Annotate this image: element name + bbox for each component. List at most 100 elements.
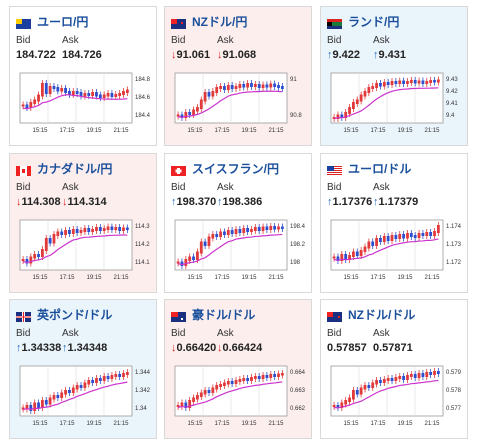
candle xyxy=(44,238,48,251)
card-header[interactable]: ユーロ/ドル xyxy=(327,160,411,176)
y-tick-label: 0.663 xyxy=(290,388,306,394)
candle xyxy=(25,405,29,410)
candle xyxy=(180,402,184,407)
candle xyxy=(110,226,114,230)
candle xyxy=(433,231,436,236)
candle xyxy=(371,241,375,246)
candle xyxy=(188,112,192,115)
price-chart: 0.664 0.663 0.662 15:15 17:15 19:15 21:15 xyxy=(174,365,306,427)
candle xyxy=(79,230,83,233)
currency-pair-link[interactable]: NZドル/ドル xyxy=(348,307,416,322)
ask-label: Ask xyxy=(62,182,79,193)
moving-average-line xyxy=(177,90,283,118)
candle xyxy=(390,81,394,85)
candle xyxy=(355,99,359,104)
candle xyxy=(253,84,257,87)
bid-direction-arrow: ↓ xyxy=(171,49,177,61)
candle xyxy=(71,229,75,234)
candle xyxy=(203,390,207,395)
card-header[interactable]: NZドル/円 xyxy=(171,13,247,29)
card-header[interactable]: ランド/円 xyxy=(327,13,399,29)
currency-pair-link[interactable]: ユーロ/円 xyxy=(37,14,89,29)
candle xyxy=(390,235,394,241)
currency-pair-link[interactable]: 英ポンド/ドル xyxy=(37,307,113,322)
currency-pair-link[interactable]: ランド/円 xyxy=(348,14,400,29)
currency-pair-link[interactable]: スイスフラン/円 xyxy=(192,161,279,176)
moving-average-line xyxy=(22,94,128,110)
x-tick-label: 21:15 xyxy=(424,275,440,281)
candle xyxy=(68,91,71,95)
candle xyxy=(265,375,269,378)
x-tick-label: 17:15 xyxy=(214,421,230,427)
candle xyxy=(348,107,351,114)
candle xyxy=(242,228,246,233)
candle xyxy=(269,374,273,378)
rate-card[interactable]: ユーロ/ドル Bid Ask ↑1.17376 ↑1.17379 1.174 1.173 1.… xyxy=(320,153,468,293)
y-tick-label: 0.579 xyxy=(446,370,462,376)
candle xyxy=(64,390,67,395)
bid-price: 9.422 xyxy=(332,49,361,61)
candle xyxy=(352,390,355,400)
candle xyxy=(83,382,87,388)
candle xyxy=(196,107,199,112)
candle xyxy=(37,402,40,408)
card-header[interactable]: ユーロ/円 xyxy=(16,13,88,29)
candle xyxy=(413,235,417,238)
price-chart: 0.579 0.578 0.577 15:15 17:15 19:15 21:15 xyxy=(330,365,462,427)
x-tick-label: 15:15 xyxy=(187,128,203,134)
currency-pair-link[interactable]: ユーロ/ドル xyxy=(348,161,412,176)
candle xyxy=(21,104,25,107)
candle xyxy=(199,392,203,397)
candle xyxy=(433,371,436,375)
candle xyxy=(348,255,351,260)
rate-card[interactable]: 英ポンド/ドル Bid Ask ↑1.34338 ↑1.34348 1.344 1.342 1… xyxy=(9,299,157,439)
bid-label: Bid xyxy=(16,35,31,46)
candle xyxy=(215,385,219,390)
card-header[interactable]: スイスフラン/円 xyxy=(171,160,279,176)
card-header[interactable]: 英ポンド/ドル xyxy=(16,306,112,322)
rate-card[interactable]: カナダドル/円 Bid Ask ↓114.308 ↓114.314 114.3 114.2 1… xyxy=(9,153,157,293)
rate-card[interactable]: NZドル/円 Bid Ask ↓91.061 ↓91.068 91 90.8 15:15 17:… xyxy=(164,6,312,146)
ask-value: ↑1.17379 xyxy=(373,196,418,208)
candle xyxy=(180,261,184,266)
y-tick-label: 91 xyxy=(290,77,297,83)
bid-price: 0.57857 xyxy=(327,342,367,354)
moving-average-line xyxy=(177,233,283,266)
x-tick-label: 19:15 xyxy=(241,275,257,281)
rate-card[interactable]: ランド/円 Bid Ask ↑9.422 ↑9.431 9.43 9.42 9.41 9.4 15… xyxy=(320,6,468,146)
candle xyxy=(363,385,367,390)
candle xyxy=(68,390,71,393)
candle xyxy=(340,254,344,261)
bid-direction-arrow: ↑ xyxy=(171,196,177,208)
candle xyxy=(118,374,122,377)
rate-card[interactable]: ユーロ/円 Bid Ask 184.722 184.726 184.8 184.6 184.4… xyxy=(9,6,157,146)
candle xyxy=(402,80,406,84)
candle xyxy=(344,400,348,405)
candle xyxy=(359,94,363,102)
ask-direction-arrow: ↑ xyxy=(217,196,223,208)
candle xyxy=(277,373,280,377)
candle xyxy=(336,405,340,408)
currency-pair-link[interactable]: NZドル/円 xyxy=(192,14,248,29)
card-header[interactable]: NZドル/ドル xyxy=(327,306,415,322)
rate-card[interactable]: 豪ドル/ドル Bid Ask ↓0.66420 ↓0.66424 0.664 0.663 0.… xyxy=(164,299,312,439)
candle xyxy=(68,230,71,234)
ask-label: Ask xyxy=(217,182,234,193)
candle xyxy=(371,86,375,89)
gb-us-flag-icon xyxy=(16,309,31,322)
candle xyxy=(83,93,87,97)
card-header[interactable]: カナダドル/円 xyxy=(16,160,112,176)
rate-card[interactable]: NZドル/ドル Bid Ask 0.57857 0.57871 0.579 0.578 0.5… xyxy=(320,299,468,439)
ask-direction-arrow: ↓ xyxy=(217,49,223,61)
candle xyxy=(436,79,440,83)
currency-pair-link[interactable]: 豪ドル/ドル xyxy=(192,307,256,322)
rate-card[interactable]: スイスフラン/円 Bid Ask ↑198.370 ↑198.386 198.4 198.2… xyxy=(164,153,312,293)
nz-us-flag-icon xyxy=(327,309,342,322)
candle xyxy=(33,254,37,259)
card-header[interactable]: 豪ドル/ドル xyxy=(171,306,255,322)
candle xyxy=(122,227,125,231)
currency-pair-link[interactable]: カナダドル/円 xyxy=(37,161,113,176)
price-chart: 9.43 9.42 9.41 9.4 15:15 17:15 19:15 21:15 xyxy=(330,72,458,134)
candle xyxy=(196,395,199,400)
x-tick-label: 17:15 xyxy=(59,275,75,281)
